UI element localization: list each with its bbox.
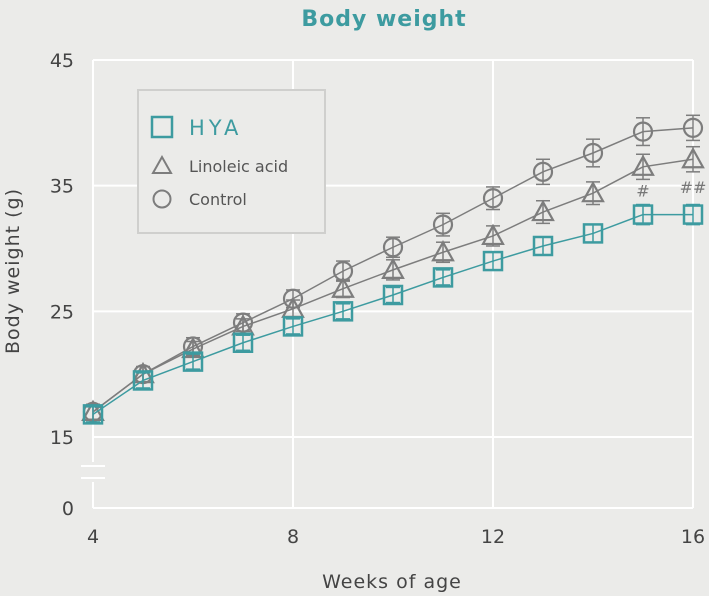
x-tick-label: 8 — [287, 526, 299, 548]
legend-item: Linoleic acid — [151, 154, 288, 176]
square-marker — [232, 332, 254, 353]
triangle-marker — [381, 257, 405, 279]
circle-marker — [482, 188, 504, 209]
circle-marker — [382, 237, 404, 258]
chart-title: Body weight — [301, 7, 466, 32]
triangle-marker — [431, 240, 455, 262]
legend-box — [137, 89, 326, 234]
triangle-marker — [631, 154, 655, 176]
circle-marker — [582, 142, 604, 164]
square-marker — [282, 316, 304, 337]
x-tick-label: 16 — [681, 526, 705, 548]
square-marker — [382, 284, 404, 306]
circle-marker — [532, 161, 554, 182]
y-tick-label: 15 — [50, 427, 74, 449]
square-marker — [132, 370, 154, 391]
square-marker — [632, 204, 654, 225]
square-marker — [682, 204, 704, 225]
legend-label: HYA — [189, 116, 242, 140]
legend: HYA Linoleic acid Control — [137, 89, 326, 234]
triangle-marker — [481, 223, 505, 246]
legend-label: Linoleic acid — [189, 157, 288, 176]
square-marker — [332, 301, 354, 322]
y-tick-label: 45 — [50, 50, 74, 72]
legend-label: Control — [189, 190, 247, 209]
x-axis-label: Weeks of age — [322, 571, 462, 593]
legend-square-icon — [150, 115, 174, 139]
square-marker — [82, 404, 104, 425]
circle-marker — [432, 214, 454, 235]
legend-triangle-icon — [151, 154, 173, 174]
square-marker — [182, 351, 204, 372]
circle-marker — [632, 121, 654, 142]
x-tick-label: 4 — [87, 526, 99, 548]
series-linoleic-acid — [81, 145, 705, 421]
triangle-marker — [331, 276, 355, 298]
y-tick-label: 0 — [62, 498, 74, 520]
triangle-marker — [581, 180, 605, 203]
y-tick-label: 35 — [50, 176, 74, 198]
axes: 45 35 25 15 04 8 12 16 — [50, 50, 705, 548]
significance-mark: # — [636, 182, 649, 201]
legend-item: HYA — [150, 115, 242, 140]
legend-item: Control — [152, 189, 247, 209]
square-marker — [582, 223, 604, 244]
triangle-marker — [531, 199, 555, 222]
series-layer: # ## — [81, 114, 707, 425]
x-tick-label: 12 — [481, 526, 505, 548]
series-hya — [82, 203, 704, 425]
significance-mark: ## — [680, 178, 707, 197]
square-marker — [482, 250, 504, 272]
square-marker — [532, 235, 554, 257]
y-axis-label: Body weight (g) — [2, 188, 24, 354]
triangle-marker — [681, 147, 705, 169]
y-tick-label: 25 — [50, 301, 74, 323]
square-marker — [432, 267, 454, 288]
circle-marker — [682, 117, 704, 138]
legend-circle-icon — [152, 189, 172, 209]
